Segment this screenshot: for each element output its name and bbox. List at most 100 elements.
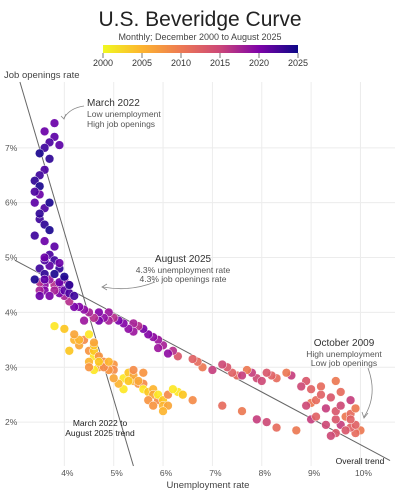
axis-ticks: 4% 5% 6% 7% 8% 9% 10% 2% 3% 4% 5% 6% 7% [5,143,372,478]
scatter-point [79,315,89,326]
scatter-point [39,274,50,285]
scatter-point [84,362,94,372]
colorbar-ticks: 2000 2005 2010 2015 2020 2025 [93,53,308,68]
trend-label-line: March 2022 to [73,418,128,428]
trend-label-overall: Overall trend [336,456,385,466]
scatter-point [89,337,99,348]
annotation-arrowhead [361,411,369,419]
y-tick-label: 2% [5,417,18,427]
annotation-line: 4.3% job openings rate [140,274,227,284]
annotation-line: High job openings [87,119,155,129]
scatter-point [301,401,311,411]
scatter-point [49,321,60,331]
chart-subtitle: Monthly; December 2000 to August 2025 [118,32,281,42]
scatter-point [345,395,356,405]
scatter-point [44,198,55,208]
annotation-line: High unemployment [306,349,382,359]
scatter-point [326,431,336,441]
scatter-point [252,414,262,425]
scatter-point [49,269,60,279]
trend-label-recent: March 2022 to August 2025 trend [65,418,135,438]
scatter-point [104,357,114,367]
scatter-point [64,280,74,290]
scatter-point [44,225,55,235]
scatter-point [168,384,178,394]
annotation-title: October 2009 [314,338,375,349]
y-tick-label: 4% [5,307,18,317]
scatter-point [262,368,272,378]
y-tick-label: 3% [5,362,18,372]
scatter-point [316,390,326,400]
scatter-point [35,209,45,219]
y-tick-label: 6% [5,198,18,208]
scatter-point [84,329,94,339]
annotation-arrow [102,281,156,290]
annotation-october-2009: October 2009 High unemployment Low job o… [306,338,382,419]
annotation-august-2025: August 2025 4.3% unemployment rate 4.3% … [101,254,231,291]
x-tick-label: 8% [259,468,272,478]
scatter-point [207,365,218,375]
trend-label-line: Overall trend [336,456,385,466]
trend-label-line: August 2025 trend [65,428,135,438]
scatter-point [49,118,60,128]
scatter-point [59,272,70,282]
scatter-point [163,348,173,359]
x-tick-label: 9% [308,468,321,478]
scatter-point [281,368,292,378]
annotation-march-2022: March 2022 Low unemployment High job ope… [60,98,161,129]
scatter-point [178,390,188,400]
scatter-point [296,381,306,392]
scatter-point [257,376,267,386]
colorbar-tick-label: 2005 [132,58,152,68]
scatter-point [316,381,326,392]
scatter-point [237,406,247,416]
colorbar-tick-label: 2000 [93,58,113,68]
annotation-arrow [63,105,85,119]
scatter-point [217,401,227,411]
annotation-line: Low unemployment [87,109,161,119]
scatter-point [158,406,168,416]
scatter-point [30,198,40,208]
scatter-point [306,384,316,394]
y-tick-label: 5% [5,253,18,263]
scatter-point [64,346,74,356]
scatter-point [49,241,60,252]
scatter-point [30,274,40,285]
scatter-point [133,376,144,386]
scatter-point [311,411,321,422]
x-axis-label: Unemployment rate [167,480,250,491]
colorbar [103,45,298,53]
scatter-point [30,187,40,197]
scatter-point [153,343,163,353]
annotation-arrowhead [60,113,67,120]
x-tick-label: 4% [61,468,74,478]
colorbar-tick-label: 2020 [249,58,269,68]
scatter-point [262,417,272,427]
annotation-title: March 2022 [87,98,140,109]
scatter-point [35,148,45,158]
colorbar-tick-label: 2015 [210,58,230,68]
scatter-point [69,329,79,339]
scatter-point [128,365,139,375]
scatter-point [54,140,65,150]
scatter-point [39,236,50,246]
x-tick-label: 7% [209,468,222,478]
scatter-point [345,414,356,425]
annotation-arrow [363,367,373,418]
x-tick-label: 6% [160,468,173,478]
x-tick-label: 10% [355,468,372,478]
scatter-point [138,368,148,378]
chart-title: U.S. Beveridge Curve [98,8,301,31]
scatter-point [148,401,158,411]
scatter-point [30,230,40,241]
scatter-point [35,291,45,301]
scatter-point [188,354,198,364]
colorbar-tick-label: 2025 [288,58,308,68]
y-tick-label: 7% [5,143,18,153]
scatter-point [321,420,331,430]
scatter-point [44,154,55,164]
annotation-line: Low job openings [311,358,377,368]
scatter-point [188,395,198,405]
scatter-point [69,291,79,301]
